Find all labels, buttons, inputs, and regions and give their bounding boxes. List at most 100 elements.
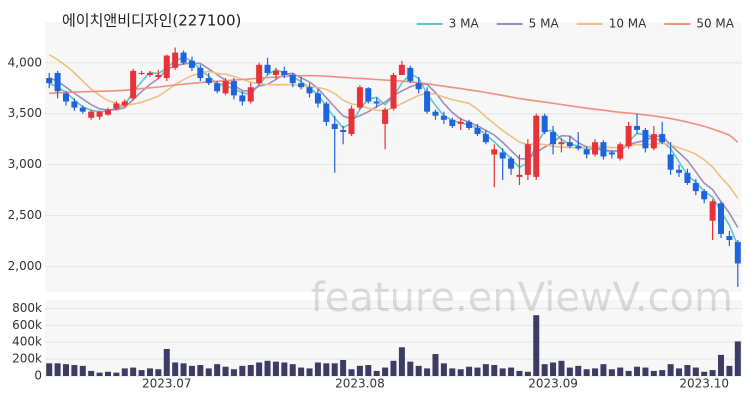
- volume-bar: [499, 368, 506, 376]
- candle-body: [323, 103, 330, 122]
- candle-body: [146, 72, 153, 75]
- volume-bar: [113, 372, 120, 376]
- candle-body: [390, 74, 397, 109]
- volume-bar: [726, 365, 733, 376]
- volume-bar: [482, 364, 489, 376]
- volume-bar: [180, 363, 187, 376]
- candle-body: [264, 64, 271, 73]
- volume-bar: [104, 371, 111, 376]
- volume-bar: [718, 354, 725, 376]
- volume-bar: [667, 364, 674, 376]
- volume-bar: [121, 368, 128, 376]
- volume-bar: [356, 365, 363, 376]
- volume-bar: [130, 367, 137, 376]
- volume-bar: [230, 369, 237, 376]
- candle-body: [398, 64, 405, 75]
- volume-bar: [516, 370, 523, 376]
- volume-bar: [575, 365, 582, 376]
- candle-body: [382, 109, 389, 124]
- candle-body: [289, 74, 296, 84]
- candle-body: [424, 91, 431, 112]
- candle-body: [718, 203, 725, 234]
- volume-bar: [701, 371, 708, 376]
- candle-body: [314, 93, 321, 104]
- candle-body: [415, 83, 422, 90]
- y-tick-label: 2,000: [8, 259, 42, 273]
- candle-body: [62, 93, 69, 102]
- candle-body: [96, 111, 103, 117]
- volume-bar: [625, 370, 632, 376]
- y-tick-label: 3,000: [8, 157, 42, 171]
- candle-body: [247, 87, 254, 102]
- volume-bar: [222, 366, 229, 376]
- volume-bar: [71, 365, 78, 376]
- volume-bar: [432, 354, 439, 376]
- candle-body: [541, 115, 548, 133]
- volume-bar: [424, 368, 431, 376]
- candle-body: [592, 142, 599, 155]
- volume-bar: [634, 366, 641, 376]
- volume-bar: [155, 369, 162, 376]
- candle-body: [180, 52, 187, 63]
- volume-bar: [331, 363, 338, 376]
- volume-bar: [457, 369, 464, 376]
- candle-body: [583, 149, 590, 155]
- candle-body: [566, 142, 573, 147]
- volume-bar: [239, 365, 246, 376]
- x-tick-label: 2023.07: [142, 377, 192, 391]
- candle-body: [474, 127, 481, 135]
- legend-label: 5 MA: [529, 17, 560, 31]
- candle-body: [457, 121, 464, 124]
- volume-bar: [650, 370, 657, 376]
- candle-body: [104, 109, 111, 115]
- candle-body: [642, 130, 649, 149]
- volume-bar: [348, 369, 355, 376]
- candle-body: [558, 142, 565, 145]
- candle-body: [516, 174, 523, 177]
- volume-bar: [583, 369, 590, 376]
- candle-body: [256, 64, 263, 84]
- legend-label: 3 MA: [449, 17, 480, 31]
- candle-body: [298, 83, 305, 88]
- candle-body: [205, 78, 212, 84]
- volume-bar: [172, 362, 179, 376]
- candle-body: [121, 101, 128, 106]
- legend-label: 10 MA: [609, 17, 647, 31]
- candle-body: [575, 146, 582, 149]
- volume-bar: [62, 364, 69, 376]
- volume-bar: [474, 367, 481, 376]
- candle-body: [340, 130, 347, 133]
- candle-body: [172, 52, 179, 68]
- volume-bar: [600, 364, 607, 376]
- y-tick-label: 2,500: [8, 208, 42, 222]
- candle-body: [533, 115, 540, 177]
- candle-body: [348, 108, 355, 135]
- candle-body: [46, 78, 53, 84]
- volume-bar: [676, 368, 683, 376]
- volume-bar: [734, 341, 741, 376]
- volume-bar: [617, 367, 624, 376]
- volume-bar: [247, 365, 254, 376]
- candle-body: [138, 72, 145, 74]
- candle-body: [499, 152, 506, 159]
- volume-bar: [340, 359, 347, 376]
- y-tick-label: 800k: [12, 301, 42, 315]
- volume-bar: [566, 367, 573, 376]
- candle-body: [550, 132, 557, 145]
- y-tick-label: 4,000: [8, 55, 42, 69]
- volume-bar: [407, 361, 414, 376]
- volume-bar: [373, 370, 380, 376]
- volume-bar: [491, 365, 498, 376]
- candle-body: [197, 67, 204, 79]
- volume-bar: [466, 366, 473, 376]
- volume-bar: [592, 368, 599, 376]
- volume-bar: [264, 360, 271, 376]
- chart-title: 에이치앤비디자인(227100): [62, 12, 241, 30]
- candle-body: [600, 142, 607, 157]
- candle-body: [466, 121, 473, 128]
- volume-bar: [390, 360, 397, 376]
- volume-bar: [415, 365, 422, 376]
- candle-body: [163, 55, 170, 79]
- candle-body: [272, 70, 279, 75]
- candle-body: [365, 88, 372, 102]
